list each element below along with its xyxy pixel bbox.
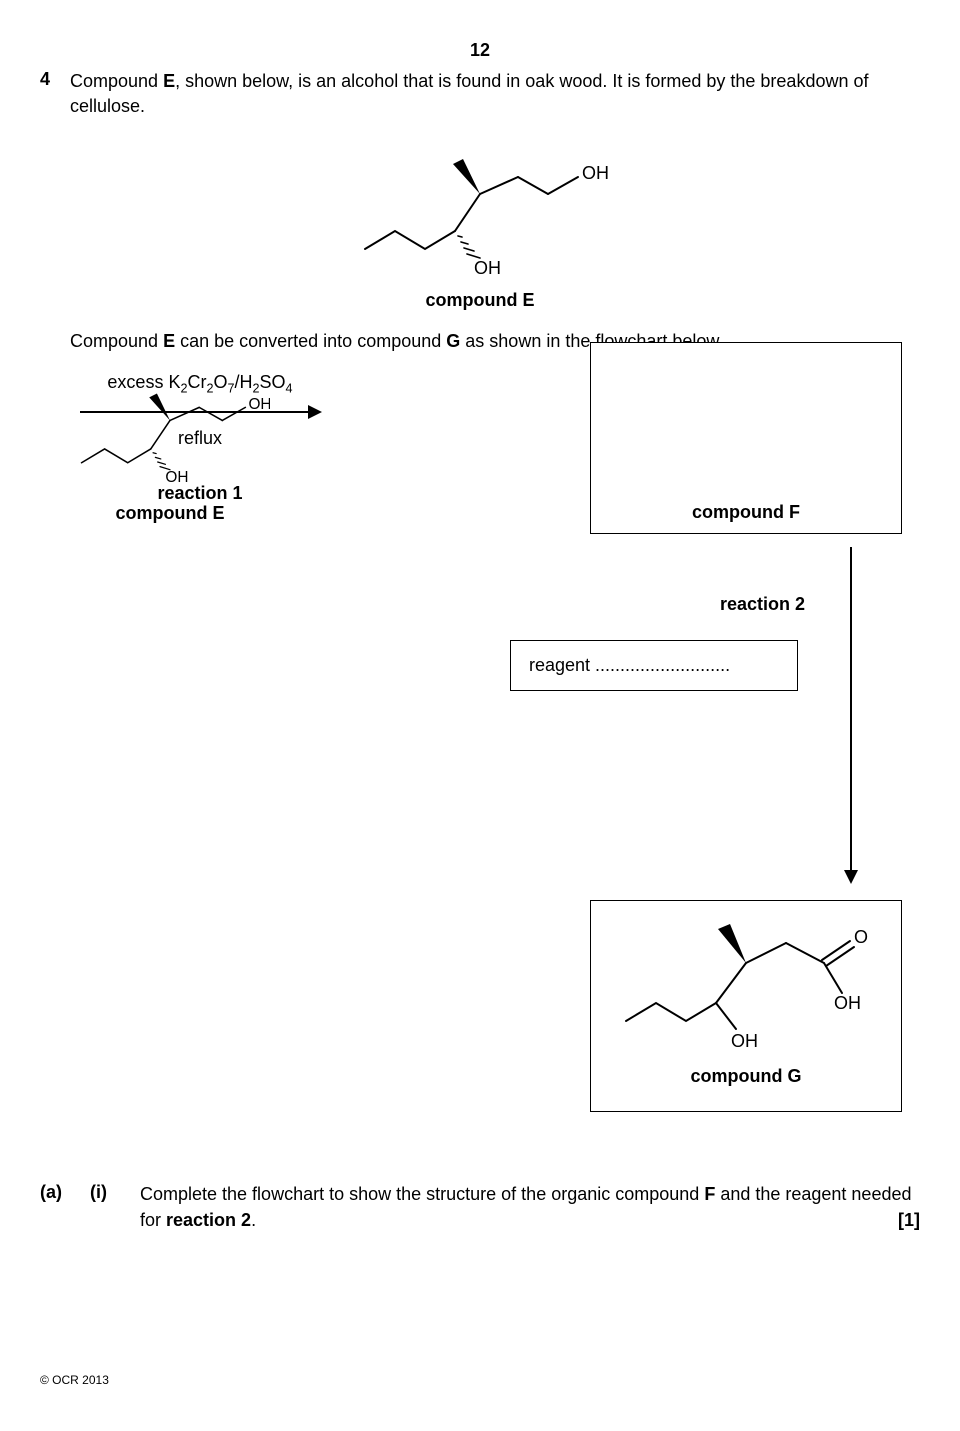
reaction2-label: reaction 2 — [720, 594, 805, 615]
compound-g-box: O OH OH compound G — [590, 900, 902, 1112]
reaction1-arrow — [80, 411, 320, 413]
so: SO — [260, 372, 286, 392]
part-i-label: (i) — [90, 1182, 124, 1232]
conv-bold-g: G — [446, 331, 460, 351]
o: O — [213, 372, 227, 392]
conv-bold-e: E — [163, 331, 175, 351]
sub5: 4 — [286, 382, 293, 396]
question-a-i: (a) (i) Complete the flowchart to show t… — [40, 1182, 920, 1232]
compound-g-label: compound G — [591, 1066, 901, 1087]
compound-f-box: compound F — [590, 342, 902, 534]
reaction2-arrow — [850, 547, 852, 882]
compound-e-structure-block: OH OH compound E — [40, 139, 920, 311]
sub3: 7 — [228, 382, 235, 396]
reaction1-label: reaction 1 — [70, 483, 330, 504]
reaction1-block: excess K2Cr2O7/H2SO4 reflux reaction 1 — [70, 372, 330, 504]
pt-bold-f: F — [704, 1184, 715, 1204]
reagent1-text: excess K2Cr2O7/H2SO4 — [70, 372, 330, 396]
compound-f-label: compound F — [591, 502, 901, 523]
compound-g-structure: O OH OH — [606, 901, 886, 1061]
reaction2-text: reaction 2 — [720, 594, 805, 614]
reagent-box-content: reagent ........................... — [510, 640, 798, 691]
question-header: 4 Compound E, shown below, is an alcohol… — [40, 69, 920, 119]
marks: [1] — [898, 1208, 920, 1233]
svg-text:OH: OH — [834, 993, 861, 1013]
reagent-box: reagent ........................... — [510, 640, 798, 691]
svg-text:OH: OH — [731, 1031, 758, 1051]
flow-compound-e-label: compound E — [70, 503, 270, 524]
pt-bold-r2: reaction 2 — [166, 1210, 251, 1230]
compound-e-label: compound E — [40, 290, 920, 311]
reagent1-prefix: excess K — [107, 372, 180, 392]
intro-text: Compound E, shown below, is an alcohol t… — [70, 69, 920, 119]
part-text: Complete the flowchart to show the struc… — [140, 1182, 920, 1232]
conv-p2: can be converted into compound — [175, 331, 446, 351]
sub4: 2 — [253, 382, 260, 396]
pt-p3: . — [251, 1210, 256, 1230]
cr: Cr — [187, 372, 206, 392]
reflux-text: reflux — [70, 428, 330, 449]
part-a-label: (a) — [40, 1182, 74, 1232]
page-number: 12 — [40, 40, 920, 61]
svg-text:OH: OH — [582, 163, 609, 183]
conv-p1: Compound — [70, 331, 163, 351]
footer: © OCR 2013 — [40, 1373, 920, 1387]
intro-p1: Compound — [70, 71, 163, 91]
flowchart: OH OH compound E excess K2Cr2O7/H2SO4 re… — [70, 372, 920, 1152]
svg-text:OH: OH — [474, 258, 501, 278]
slashh: /H — [235, 372, 253, 392]
intro-bold-e: E — [163, 71, 175, 91]
question-number: 4 — [40, 69, 70, 90]
pt-p1: Complete the flowchart to show the struc… — [140, 1184, 704, 1204]
intro-p2: , shown below, is an alcohol that is fou… — [70, 71, 868, 116]
compound-e-structure: OH OH — [350, 139, 610, 279]
svg-text:O: O — [854, 927, 868, 947]
